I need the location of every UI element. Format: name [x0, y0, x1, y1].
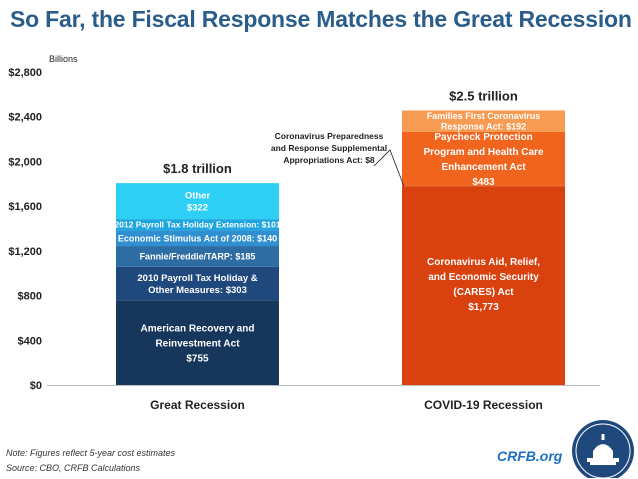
segment-label: 2012 Payroll Tax Holiday Extension: $101 [114, 220, 280, 230]
segment-label: Other Measures: $303 [148, 285, 247, 296]
bar-segment [402, 186, 565, 385]
total-label: $2.5 trillion [449, 88, 518, 103]
segment-label: Other [185, 190, 211, 201]
y-tick-label: $2,000 [8, 156, 42, 168]
y-tick-label: $1,200 [8, 246, 42, 258]
segment-label: $322 [187, 202, 208, 213]
segment-label: Reinvestment Act [155, 338, 240, 349]
segment-label: $483 [472, 177, 495, 188]
segment-label: Coronavirus Aid, Relief, [427, 257, 540, 268]
segment-label: Paycheck Protection [434, 132, 532, 143]
y-tick-label: $800 [18, 291, 42, 303]
annotation-leader-line [373, 149, 405, 187]
segment-label: (CARES) Act [453, 287, 514, 298]
bar-segment [116, 266, 279, 301]
bar-segment [116, 246, 279, 267]
segment-label: $1,773 [468, 302, 499, 313]
source-note: Source: CBO, CRFB Calculations [6, 463, 141, 473]
annotation-label: and Response Supplemental [271, 143, 387, 153]
bar-segment [402, 131, 565, 186]
segment-label: Fannie/Freddie/TARP: $185 [140, 252, 256, 262]
bar-segment [116, 219, 279, 231]
segment-label: Enhancement Act [441, 162, 526, 173]
y-tick-label: $1,600 [8, 201, 42, 213]
segment-label: Response Act: $192 [441, 122, 526, 132]
annotation-label: Appropriations Act: $8 [283, 155, 375, 165]
x-tick-label: COVID-19 Recession [424, 398, 543, 412]
segment-label: American Recovery and [141, 323, 255, 334]
crfb-logo-icon [572, 420, 634, 478]
y-tick-label: $2,400 [8, 112, 42, 124]
y-tick-label: $400 [18, 335, 42, 347]
y-tick-label: $2,800 [8, 67, 42, 79]
y-axis-label: Billions [49, 54, 78, 64]
y-tick-label: $0 [30, 380, 42, 392]
annotation-label: Coronavirus Preparedness [275, 131, 384, 141]
segment-label: Families First Coronavirus [427, 111, 541, 121]
segment-label: Economic Stimulus Act of 2008: $140 [118, 233, 277, 243]
bar-segment [116, 183, 279, 220]
brand-link[interactable]: CRFB.org [497, 448, 563, 464]
x-tick-label: Great Recession [150, 398, 245, 412]
chart-title: So Far, the Fiscal Response Matches the … [10, 6, 632, 32]
bar-segment [402, 185, 565, 187]
segment-label: $755 [186, 353, 209, 364]
segment-label: Program and Health Care [423, 147, 543, 158]
segment-label: and Economic Security [428, 272, 539, 283]
bar-segment [116, 230, 279, 247]
footnote: Note: Figures reflect 5-year cost estima… [6, 448, 176, 458]
total-label: $1.8 trillion [163, 161, 232, 176]
bar-segment [116, 300, 279, 385]
segment-label: 2010 Payroll Tax Holiday & [137, 273, 257, 284]
bar-segment [402, 110, 565, 132]
